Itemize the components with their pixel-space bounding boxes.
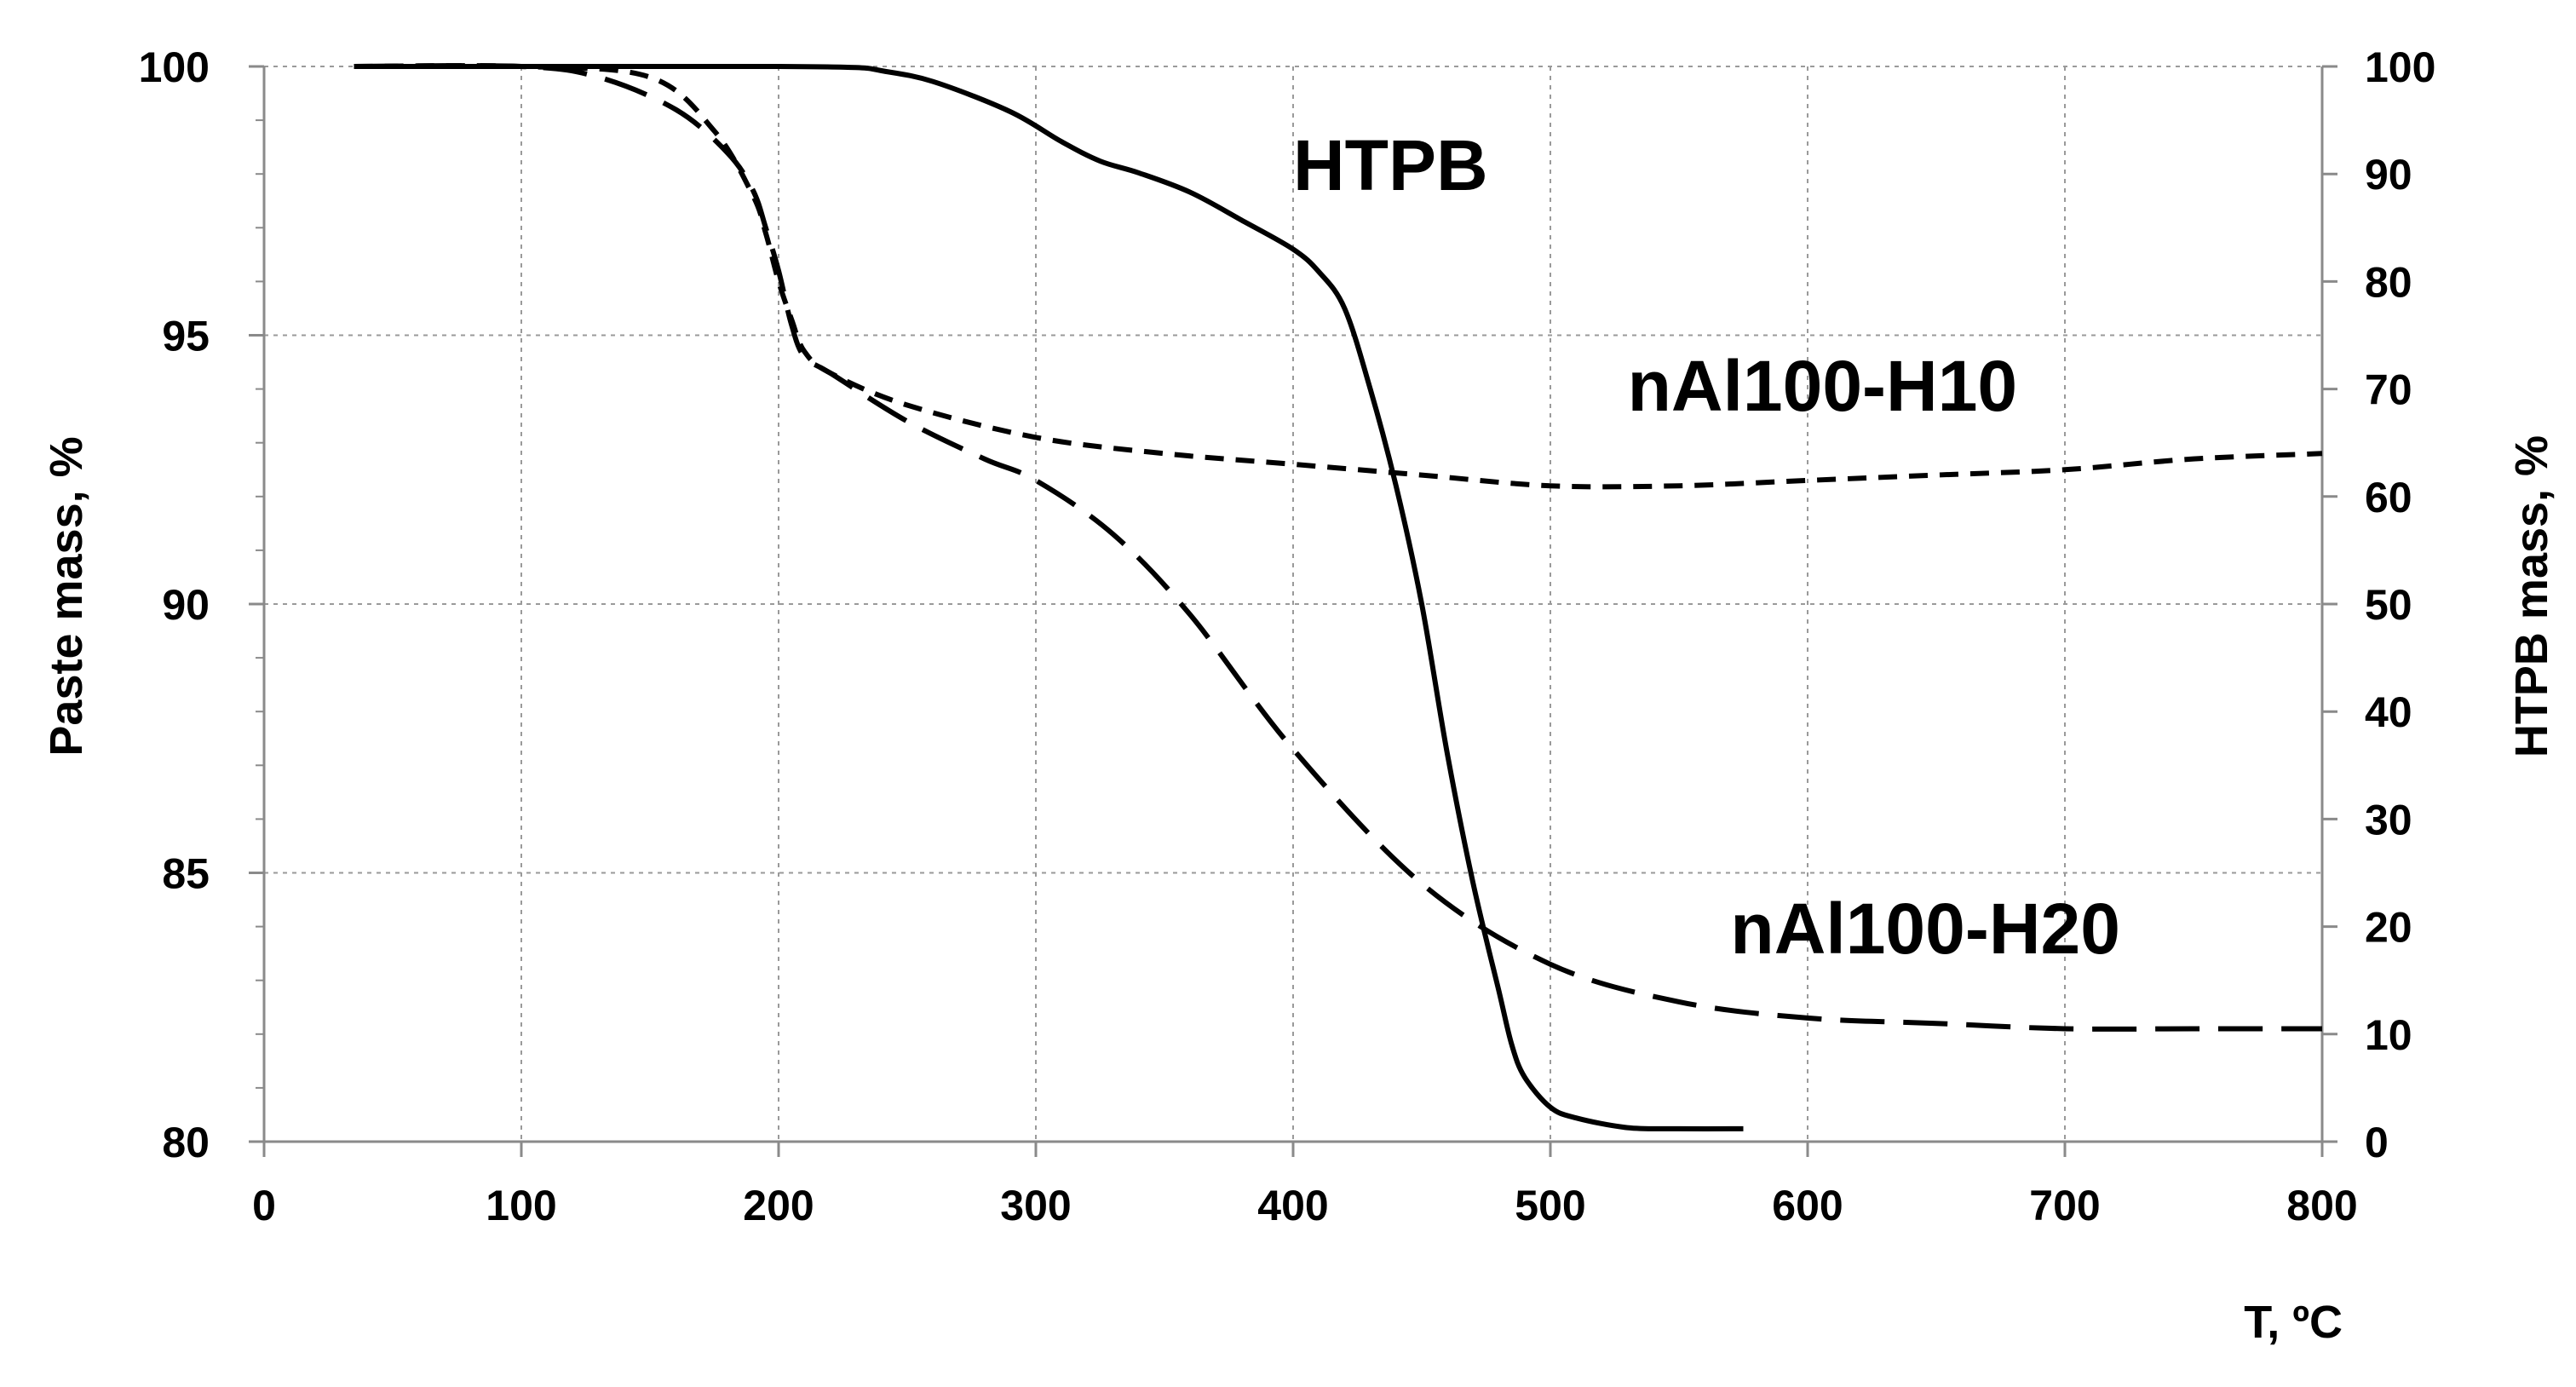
right-y-tick-label: 70 bbox=[2365, 366, 2412, 414]
right-y-tick-label: 60 bbox=[2365, 474, 2412, 521]
grid-lines bbox=[264, 66, 2322, 1142]
left-y-tick-label: 90 bbox=[162, 581, 210, 629]
right-y-tick-label: 20 bbox=[2365, 904, 2412, 952]
left-y-axis-title: Paste mass, % bbox=[41, 436, 92, 756]
x-tick-label: 500 bbox=[1515, 1182, 1585, 1229]
right-y-tick-label: 40 bbox=[2365, 688, 2412, 736]
x-tick-label: 700 bbox=[2029, 1182, 2100, 1229]
series-annotation: HTPB bbox=[1293, 125, 1488, 205]
series-annotation: nAl100-H20 bbox=[1730, 889, 2120, 969]
x-tick-label: 600 bbox=[1772, 1182, 1843, 1229]
right-y-tick-label: 90 bbox=[2365, 151, 2412, 199]
series-line-nal100-h20 bbox=[354, 63, 2322, 1032]
left-y-tick-label: 80 bbox=[162, 1119, 210, 1166]
right-y-tick-label: 80 bbox=[2365, 258, 2412, 306]
right-y-tick-label: 50 bbox=[2365, 581, 2412, 629]
x-tick-label: 400 bbox=[1257, 1182, 1328, 1229]
series-annotations: HTPB nAl100-H10 nAl100-H20 bbox=[1293, 125, 2120, 969]
right-y-tick-label: 0 bbox=[2365, 1119, 2389, 1166]
series-curves bbox=[354, 63, 2323, 1131]
left-y-tick-label: 85 bbox=[162, 850, 210, 898]
left-y-tick-label: 95 bbox=[162, 313, 210, 360]
series-line-nal100-h10 bbox=[354, 63, 2323, 490]
x-tick-label: 0 bbox=[252, 1182, 276, 1229]
right-y-tick-label: 30 bbox=[2365, 796, 2412, 843]
tick-labels: 0 100 200 300 400 500 600 700 800 80 85 90 95 100 0 10 2… bbox=[139, 43, 2436, 1229]
x-axis-title: T, ºC bbox=[2244, 1297, 2343, 1348]
left-y-tick-label: 100 bbox=[139, 43, 210, 91]
x-tick-label: 200 bbox=[743, 1182, 814, 1229]
x-tick-label: 100 bbox=[486, 1182, 556, 1229]
x-tick-label: 300 bbox=[1000, 1182, 1071, 1229]
x-tick-label: 800 bbox=[2286, 1182, 2357, 1229]
right-y-axis-title: HTPB mass, % bbox=[2506, 435, 2557, 757]
tick-marks bbox=[249, 65, 2337, 1157]
series-line-htpb bbox=[354, 63, 1744, 1131]
series-annotation: nAl100-H10 bbox=[1628, 346, 2018, 426]
right-y-tick-label: 100 bbox=[2365, 43, 2435, 91]
right-y-tick-label: 10 bbox=[2365, 1011, 2412, 1059]
